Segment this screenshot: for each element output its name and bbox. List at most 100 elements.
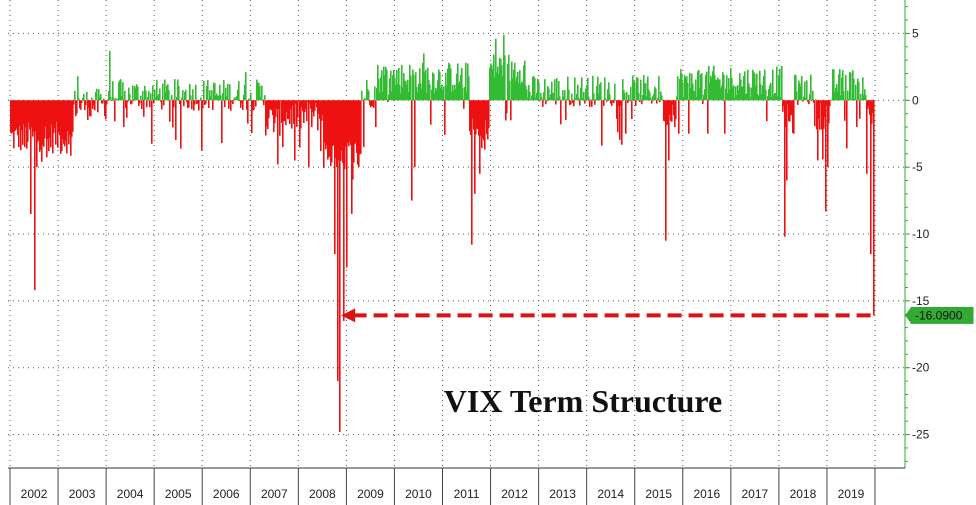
data-bar (433, 73, 435, 101)
data-bar (129, 94, 131, 101)
data-bar (338, 100, 340, 161)
data-bar (783, 100, 785, 106)
data-bar (738, 90, 740, 101)
data-bar (260, 96, 262, 101)
data-bar (697, 71, 699, 101)
data-bar (492, 69, 494, 101)
data-bar (634, 82, 636, 101)
data-bar (374, 86, 376, 101)
data-bar (716, 79, 718, 101)
data-bar (583, 91, 585, 101)
data-bar (72, 100, 74, 132)
data-bar (257, 82, 259, 101)
data-bar (826, 100, 828, 107)
data-bar (493, 54, 495, 101)
data-bar (752, 69, 754, 101)
data-bar (808, 100, 810, 105)
data-bar (512, 78, 514, 101)
data-bar (846, 100, 848, 149)
last-value-box (910, 306, 974, 324)
data-bar (825, 100, 827, 212)
data-bar (800, 86, 802, 101)
data-bar (456, 73, 458, 101)
data-bar (314, 100, 316, 111)
data-bar (794, 74, 796, 101)
data-bar (93, 100, 95, 106)
data-bar (336, 100, 338, 168)
data-bar (355, 100, 357, 143)
data-bar (395, 85, 397, 101)
data-bar (602, 100, 604, 101)
data-bar (150, 93, 152, 101)
data-bar (311, 100, 313, 128)
data-bar (720, 88, 722, 101)
data-bar (474, 100, 476, 194)
data-bar (57, 100, 59, 148)
data-bar (411, 100, 413, 201)
data-bar (504, 55, 506, 101)
data-bar (710, 75, 712, 101)
data-bar (201, 100, 203, 151)
data-bar (442, 91, 444, 101)
data-bar (712, 71, 714, 101)
data-bar (296, 100, 298, 127)
data-bar (858, 82, 860, 101)
data-bar (617, 100, 619, 133)
data-bar (271, 100, 273, 111)
data-bar (55, 100, 57, 145)
data-bar (105, 100, 107, 120)
data-bar (436, 89, 438, 101)
data-bar (698, 69, 700, 101)
data-bar (484, 100, 486, 150)
data-bar (224, 100, 226, 107)
data-bar (49, 100, 51, 139)
data-bar (435, 87, 437, 101)
data-bar (778, 75, 780, 101)
data-bar (158, 94, 160, 101)
data-bar (729, 89, 731, 101)
data-bar (168, 90, 170, 101)
data-bar (805, 98, 807, 101)
data-bar (24, 100, 26, 148)
data-bar (196, 100, 198, 105)
data-bar (70, 100, 72, 156)
x-tick-label: 2011 (454, 487, 480, 501)
data-bar (773, 95, 775, 101)
data-bar (162, 83, 164, 101)
data-bar (190, 95, 192, 101)
data-bar (599, 84, 601, 101)
data-bar (827, 100, 829, 168)
data-bar (274, 100, 276, 124)
data-bar (502, 75, 504, 101)
data-bar (867, 100, 869, 110)
data-bar (680, 69, 682, 101)
data-bar (788, 100, 790, 122)
data-bar (721, 85, 723, 101)
data-bar (417, 92, 419, 101)
data-bar (737, 85, 739, 101)
data-bar (785, 100, 787, 128)
data-bar (203, 80, 205, 101)
data-bar (801, 75, 803, 101)
data-bar (766, 100, 768, 122)
data-bar (558, 80, 560, 101)
data-bar (764, 69, 766, 101)
data-bar (799, 83, 801, 101)
data-bar (541, 97, 543, 101)
data-bar (628, 94, 630, 101)
data-bar (64, 100, 66, 147)
x-tick-label: 2009 (357, 487, 384, 501)
data-bar (481, 100, 483, 149)
data-bar (438, 69, 440, 101)
data-bar (217, 95, 219, 101)
data-bar (850, 72, 852, 101)
data-bar (536, 92, 538, 101)
data-bar (193, 100, 195, 111)
data-bar (545, 100, 547, 105)
data-bar (644, 83, 646, 101)
data-bar (284, 100, 286, 122)
data-bar (222, 93, 224, 101)
data-bar (836, 84, 838, 101)
data-bar (624, 92, 626, 101)
